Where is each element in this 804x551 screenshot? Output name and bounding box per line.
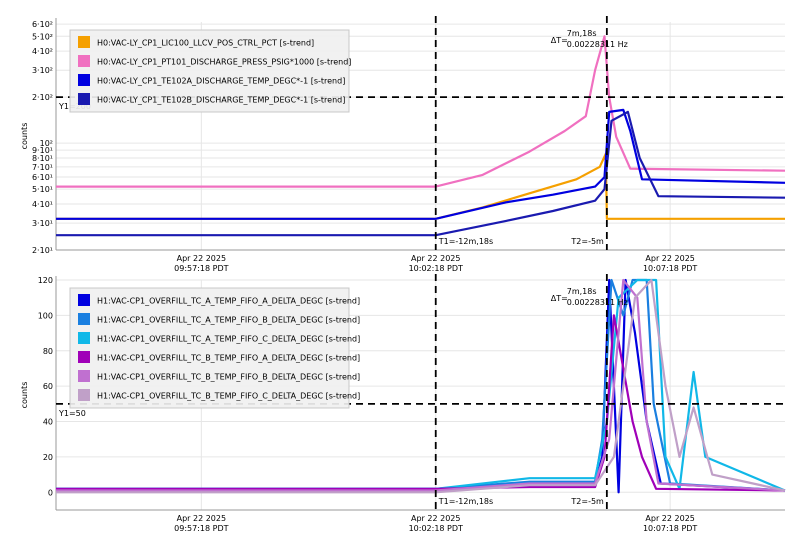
- x-tick-date: Apr 22 2025: [645, 254, 694, 263]
- legend-label-3: H1:VAC-CP1_OVERFILL_TC_A_TEMP_FIFO_C_DEL…: [97, 335, 360, 344]
- y-tick-label: 6·10¹: [32, 173, 53, 182]
- series-line-3: [56, 108, 786, 220]
- y-tick-label: 9·10¹: [32, 146, 53, 155]
- cursor-t1-label: T1=-12m,18s: [438, 497, 493, 506]
- y-tick-label: 6·10²: [32, 20, 53, 29]
- legend-label-1: H0:VAC-LY_CP1_LIC100_LLCV_POS_CTRL_PCT […: [97, 39, 314, 48]
- y-axis-title: counts: [20, 382, 29, 409]
- legend-label-6: H1:VAC-CP1_OVERFILL_TC_B_TEMP_FIFO_C_DEL…: [97, 392, 360, 401]
- y-tick-label: 120: [38, 276, 53, 285]
- x-tick-date: Apr 22 2025: [411, 514, 460, 523]
- legend-label-4: H0:VAC-LY_CP1_TE102B_DISCHARGE_TEMP_DEGC…: [97, 96, 345, 105]
- delta-period: 7m,18s: [567, 287, 597, 296]
- legend-swatch-4: [78, 93, 90, 105]
- x-tick-date: Apr 22 2025: [177, 254, 226, 263]
- y-tick-label: 5·10²: [32, 32, 53, 41]
- cursor-t1-label: T1=-12m,18s: [438, 237, 493, 246]
- delta-prefix: ΔT=: [551, 36, 568, 45]
- legend-swatch-2: [78, 55, 90, 67]
- y-tick-label: 0: [48, 488, 53, 497]
- y-tick-label: 7·10¹: [32, 163, 53, 172]
- y-tick-label: 40: [43, 418, 53, 427]
- legend-swatch-2: [78, 313, 90, 325]
- legend-swatch-3: [78, 332, 90, 344]
- y-tick-label: 60: [43, 382, 53, 391]
- x-tick-time: 10:02:18 PDT: [409, 264, 463, 273]
- y-tick-label: 5·10¹: [32, 185, 53, 194]
- y-tick-label: 2·10²: [32, 93, 53, 102]
- delta-frequency: 0.00228311 Hz: [567, 298, 628, 307]
- x-tick-date: Apr 22 2025: [645, 514, 694, 523]
- legend-label-4: H1:VAC-CP1_OVERFILL_TC_B_TEMP_FIFO_A_DEL…: [97, 354, 360, 363]
- y-tick-label: 10²: [40, 139, 53, 148]
- legend-swatch-1: [78, 36, 90, 48]
- y-tick-label: 20: [43, 453, 53, 462]
- y-tick-label: 2·10¹: [32, 246, 53, 255]
- legend-swatch-3: [78, 74, 90, 86]
- delta-prefix: ΔT=: [551, 294, 568, 303]
- series-line-2: [56, 278, 786, 492]
- series-line-3: [56, 278, 786, 492]
- legend-box: [69, 29, 350, 113]
- x-tick-time: 09:57:18 PDT: [174, 524, 228, 533]
- x-tick-time: 10:07:18 PDT: [643, 524, 697, 533]
- legend-swatch-1: [78, 294, 90, 306]
- legend-swatch-5: [78, 370, 90, 382]
- y-tick-label: 4·10¹: [32, 200, 53, 209]
- delta-frequency: 0.00228311 Hz: [567, 40, 628, 49]
- cursor-t2-label: T2=-5m: [570, 237, 604, 246]
- chart-panel-1: 2·10¹ 3·10¹ 4·10¹ 5·10¹ 6·10¹7·10¹8·10¹9·10¹…: [20, 16, 786, 273]
- x-tick-time: 10:07:18 PDT: [643, 264, 697, 273]
- x-tick-time: 10:02:18 PDT: [409, 524, 463, 533]
- x-tick-date: Apr 22 2025: [411, 254, 460, 263]
- cursor-t2-label: T2=-5m: [570, 497, 604, 506]
- legend-swatch-4: [78, 351, 90, 363]
- x-tick-date: Apr 22 2025: [177, 514, 226, 523]
- legend-label-5: H1:VAC-CP1_OVERFILL_TC_B_TEMP_FIFO_B_DEL…: [97, 373, 360, 382]
- series-line-4: [56, 110, 786, 237]
- legend-box: [69, 287, 350, 409]
- x-tick-time: 09:57:18 PDT: [174, 264, 228, 273]
- y-tick-label: 3·10¹: [32, 219, 53, 228]
- y-tick-label: 4·10²: [32, 47, 53, 56]
- y-axis-title: counts: [20, 123, 29, 150]
- legend-label-1: H1:VAC-CP1_OVERFILL_TC_A_TEMP_FIFO_A_DEL…: [97, 297, 360, 306]
- y-tick-label: 8·10¹: [32, 154, 53, 163]
- series-line-6: [56, 278, 786, 494]
- delta-period: 7m,18s: [567, 29, 597, 38]
- series-line-5: [56, 278, 786, 492]
- legend-label-2: H0:VAC-LY_CP1_PT101_DISCHARGE_PRESS_PSIG…: [97, 58, 351, 67]
- y-tick-label: 100: [38, 311, 53, 320]
- legend-swatch-6: [78, 389, 90, 401]
- cursor-y-label: Y1=50: [58, 409, 86, 418]
- y-tick-label: 3·10²: [32, 66, 53, 75]
- legend-label-3: H0:VAC-LY_CP1_TE102A_DISCHARGE_TEMP_DEGC…: [97, 77, 345, 86]
- y-tick-label: 80: [43, 347, 53, 356]
- legend-label-2: H1:VAC-CP1_OVERFILL_TC_A_TEMP_FIFO_B_DEL…: [97, 316, 360, 325]
